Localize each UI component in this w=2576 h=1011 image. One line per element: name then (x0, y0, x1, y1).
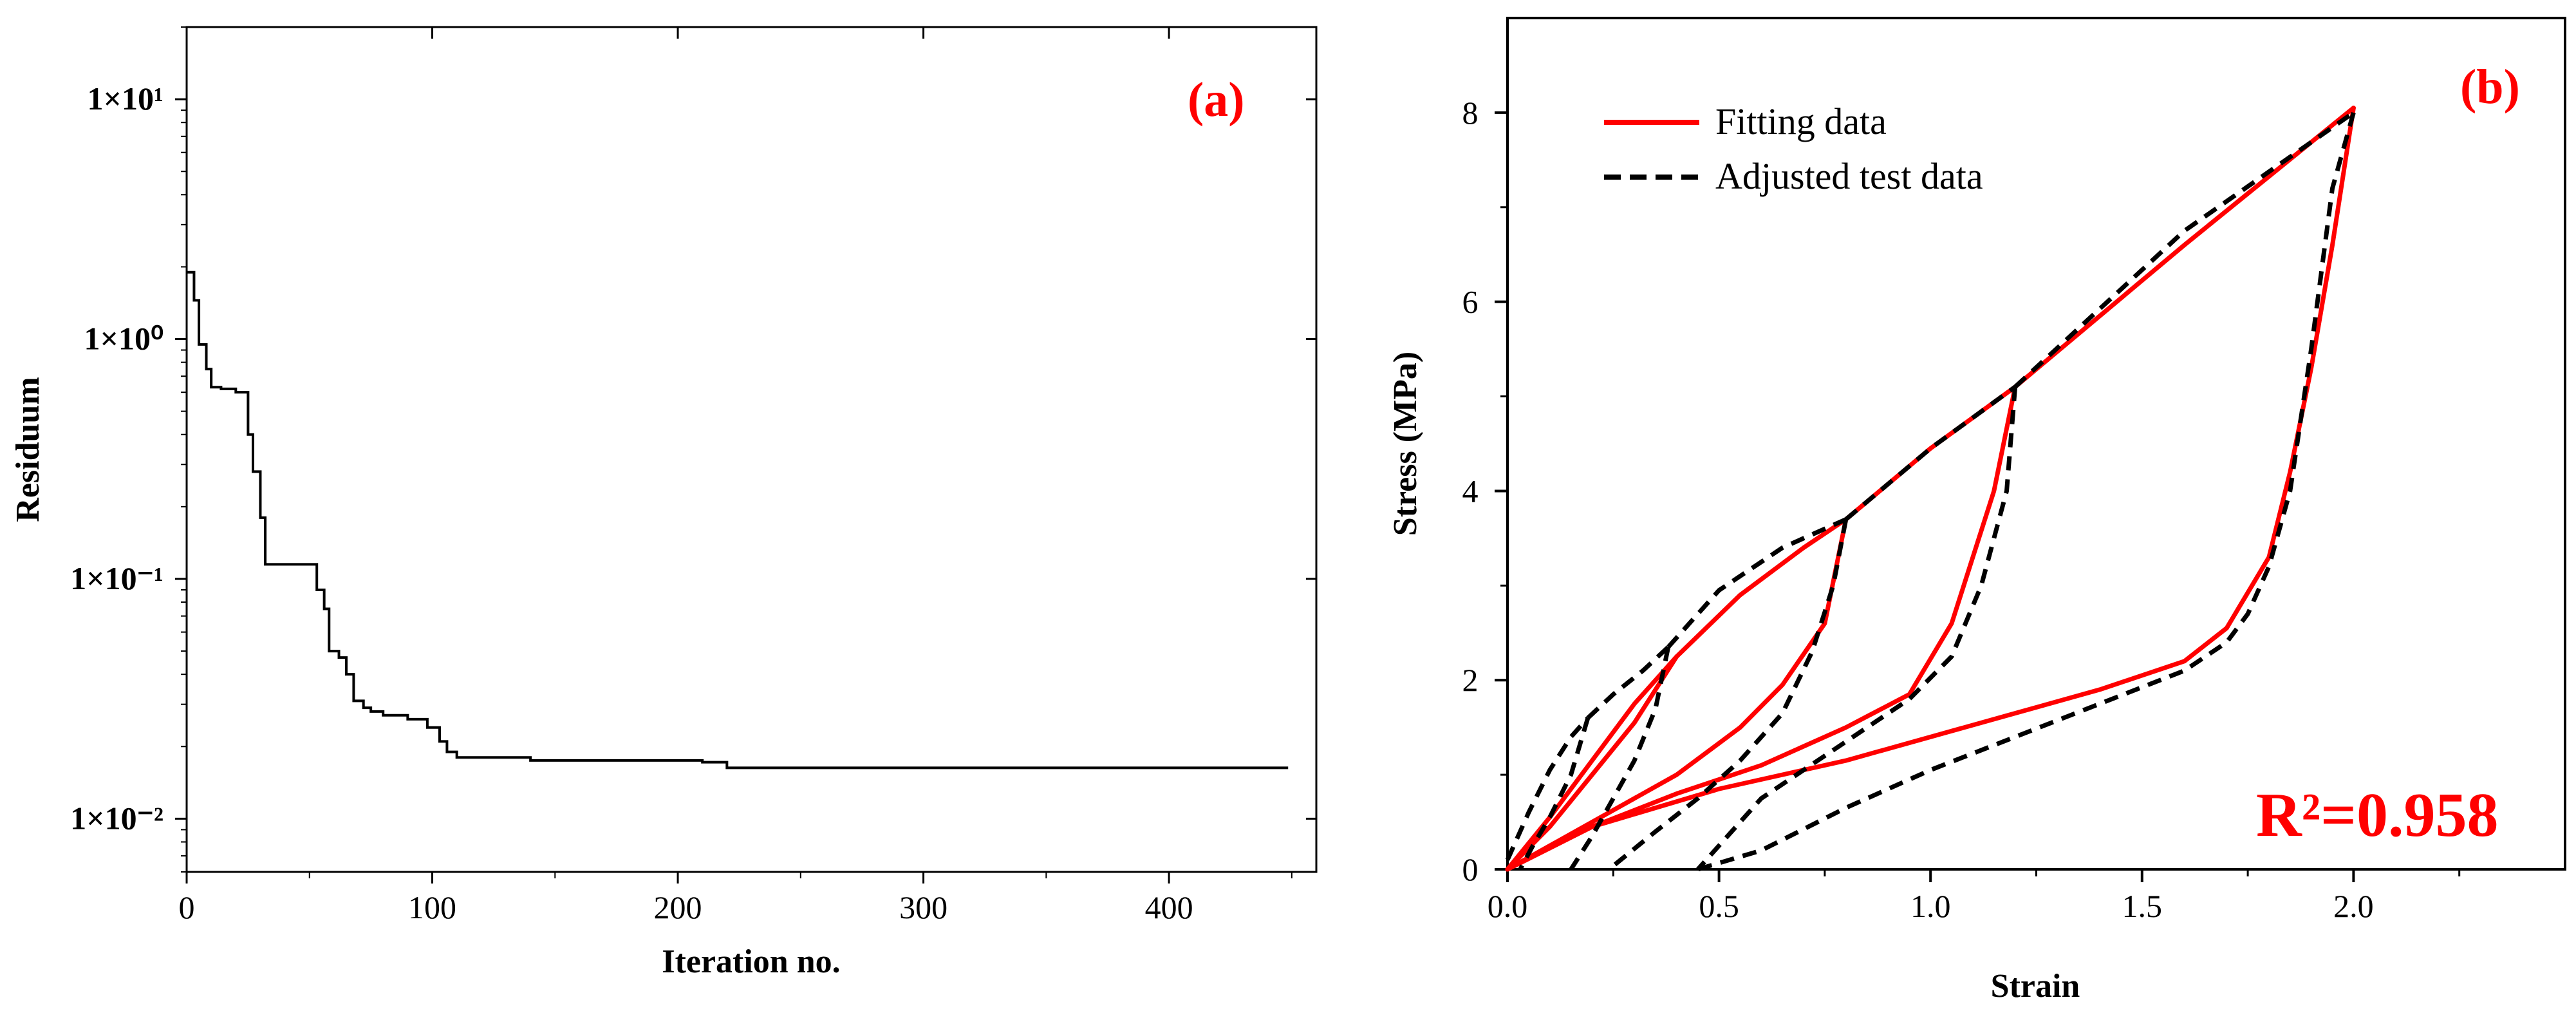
adjusted-test-data-curve (1697, 111, 2356, 872)
legend-label-fitting: Fitting data (1715, 100, 1887, 142)
panel-a-y-tick-label: 1×10⁻¹ (70, 560, 163, 596)
panel-b-x-axis-title: Strain (1991, 968, 2080, 1005)
fitting-data-curve (1505, 654, 1679, 872)
panel-b-plot-frame (1506, 17, 2566, 871)
panel-a-ticks: 0 100 200 300 400 1×10¹ 1×10⁰ 1×10⁻¹ 1×10⁻² (70, 26, 1316, 925)
panel-b-ticks: 0.0 0.5 1.0 1.5 2.0 0 2 4 6 8 (1462, 95, 2461, 924)
panel-b-y-tick-label: 4 (1462, 473, 1479, 509)
adjusted-test-data-curve (1666, 517, 1847, 649)
panel-b-y-tick-label: 8 (1462, 95, 1479, 131)
panel-a-y-tick-label: 1×10⁻² (70, 800, 163, 836)
adjusted-test-data-curve (1607, 518, 1849, 871)
fitting-data-curve (1505, 384, 2018, 872)
fitting-data-curve (1505, 517, 1849, 872)
panel-b-label: (b) (2460, 60, 2520, 114)
adjusted-test-data-curve (1518, 717, 1591, 871)
panel-b-x-tick-label: 0.0 (1488, 888, 1528, 924)
panel-b-y-tick-label: 0 (1462, 851, 1479, 887)
panel-b-x-tick-label: 2.0 (2333, 888, 2374, 924)
adjusted-test-data-curve (1505, 716, 1590, 861)
adjusted-test-data-curve (2013, 111, 2355, 389)
adjusted-test-data-curve (1569, 647, 1671, 871)
fitting-data-curve (2013, 106, 2356, 390)
fitting-data-curve (1674, 517, 1849, 659)
fitting-data-curve (1505, 654, 1679, 872)
fitting-data-curve (1505, 106, 2356, 872)
panel-a-residuum-line (187, 270, 1289, 770)
panel-a-label: (a) (1188, 73, 1245, 127)
r-squared-annotation: R²=0.958 (2256, 780, 2499, 850)
panel-a-x-tick-label: 200 (654, 889, 702, 925)
panel-b-y-tick-label: 2 (1462, 662, 1479, 698)
adjusted-test-data-curve (1844, 385, 2017, 522)
panel-b-stress-strain-chart: 0.0 0.5 1.0 1.5 2.0 0 2 4 6 8 (b) Strain Stress (… (1387, 17, 2566, 1005)
panel-a-x-tick-label: 400 (1145, 889, 1193, 925)
panel-b-legend: Fitting data Adjusted test data (1604, 100, 1983, 197)
legend-label-adjusted: Adjusted test data (1715, 155, 1983, 197)
adjusted-test-data-curve (1696, 386, 2018, 871)
panel-b-series (1505, 106, 2356, 872)
panel-a-x-tick-label: 0 (179, 889, 195, 925)
panel-a-x-tick-label: 300 (899, 889, 947, 925)
panel-b-x-tick-label: 1.0 (1910, 888, 1951, 924)
panel-a-x-axis-title: Iteration no. (662, 943, 840, 980)
panel-b-x-tick-label: 1.5 (2122, 888, 2163, 924)
adjusted-test-data-curve (1586, 645, 1670, 720)
panel-b-y-tick-label: 6 (1462, 284, 1479, 320)
panel-a-x-tick-label: 100 (408, 889, 456, 925)
panel-a-y-tick-label: 1×10⁰ (84, 321, 163, 357)
panel-a-y-axis-title: Residuum (10, 377, 46, 522)
panel-b-x-tick-label: 0.5 (1699, 888, 1739, 924)
panel-b-y-axis-title: Stress (MPa) (1387, 352, 1424, 536)
panel-a-plot-frame (185, 26, 1318, 873)
panel-a-y-tick-label: 1×10¹ (88, 80, 163, 117)
panel-a-series (187, 270, 1289, 770)
